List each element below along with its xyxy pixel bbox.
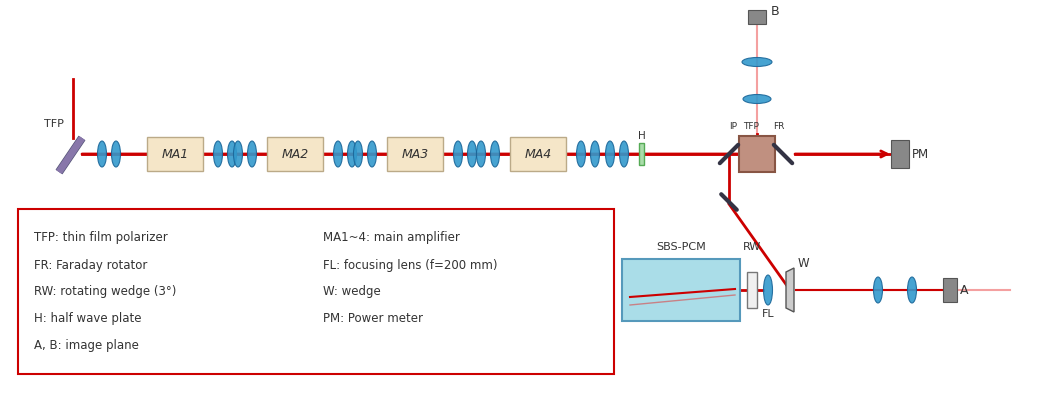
Text: A: A <box>960 284 968 297</box>
Ellipse shape <box>248 142 256 168</box>
Bar <box>267 138 323 172</box>
Bar <box>639 144 644 166</box>
Text: PM: PM <box>912 148 929 161</box>
Text: TFP: thin film polarizer: TFP: thin film polarizer <box>34 231 168 244</box>
Text: A, B: image plane: A, B: image plane <box>34 339 139 352</box>
Text: RW: RW <box>743 241 761 252</box>
Text: W: W <box>798 256 809 269</box>
Bar <box>747 272 758 308</box>
Ellipse shape <box>491 142 499 168</box>
Ellipse shape <box>874 277 882 303</box>
Bar <box>891 141 909 168</box>
Ellipse shape <box>234 142 242 168</box>
Ellipse shape <box>908 277 916 303</box>
Polygon shape <box>786 269 794 312</box>
Ellipse shape <box>764 275 772 305</box>
Text: MA1: MA1 <box>162 148 188 161</box>
Ellipse shape <box>742 58 772 67</box>
Bar <box>18 209 614 374</box>
Ellipse shape <box>227 142 237 168</box>
Text: PM: Power meter: PM: Power meter <box>323 312 423 325</box>
Bar <box>738 136 776 173</box>
Text: SBS-PCM: SBS-PCM <box>656 241 706 252</box>
Bar <box>943 278 957 302</box>
Text: RW: rotating wedge (3°): RW: rotating wedge (3°) <box>34 285 177 298</box>
Ellipse shape <box>347 142 357 168</box>
Ellipse shape <box>214 142 222 168</box>
Ellipse shape <box>468 142 476 168</box>
Ellipse shape <box>333 142 343 168</box>
Bar <box>387 138 443 172</box>
Text: FR: Faraday rotator: FR: Faraday rotator <box>34 258 147 271</box>
Text: H: H <box>638 131 645 141</box>
Text: FL: FL <box>762 308 774 318</box>
Text: B: B <box>771 5 780 18</box>
Text: IP: IP <box>729 122 737 131</box>
Ellipse shape <box>97 142 107 168</box>
Ellipse shape <box>577 142 585 168</box>
Ellipse shape <box>454 142 462 168</box>
Ellipse shape <box>353 142 363 168</box>
Bar <box>510 138 566 172</box>
Ellipse shape <box>367 142 377 168</box>
Text: MA2: MA2 <box>281 148 309 161</box>
Text: FL: focusing lens (f=200 mm): FL: focusing lens (f=200 mm) <box>323 258 497 271</box>
Ellipse shape <box>476 142 486 168</box>
Ellipse shape <box>605 142 615 168</box>
Bar <box>147 138 203 172</box>
Bar <box>748 11 766 25</box>
Text: TFP: TFP <box>44 119 63 129</box>
Text: MA3: MA3 <box>401 148 428 161</box>
Ellipse shape <box>111 142 121 168</box>
Text: H: half wave plate: H: half wave plate <box>34 312 142 325</box>
Ellipse shape <box>743 95 771 104</box>
Text: FR: FR <box>773 122 784 131</box>
Text: MA1~4: main amplifier: MA1~4: main amplifier <box>323 231 460 244</box>
Ellipse shape <box>590 142 600 168</box>
Text: TFP: TFP <box>743 122 759 131</box>
Bar <box>622 259 740 321</box>
Ellipse shape <box>620 142 628 168</box>
Text: W: wedge: W: wedge <box>323 285 381 298</box>
Text: MA4: MA4 <box>525 148 551 161</box>
